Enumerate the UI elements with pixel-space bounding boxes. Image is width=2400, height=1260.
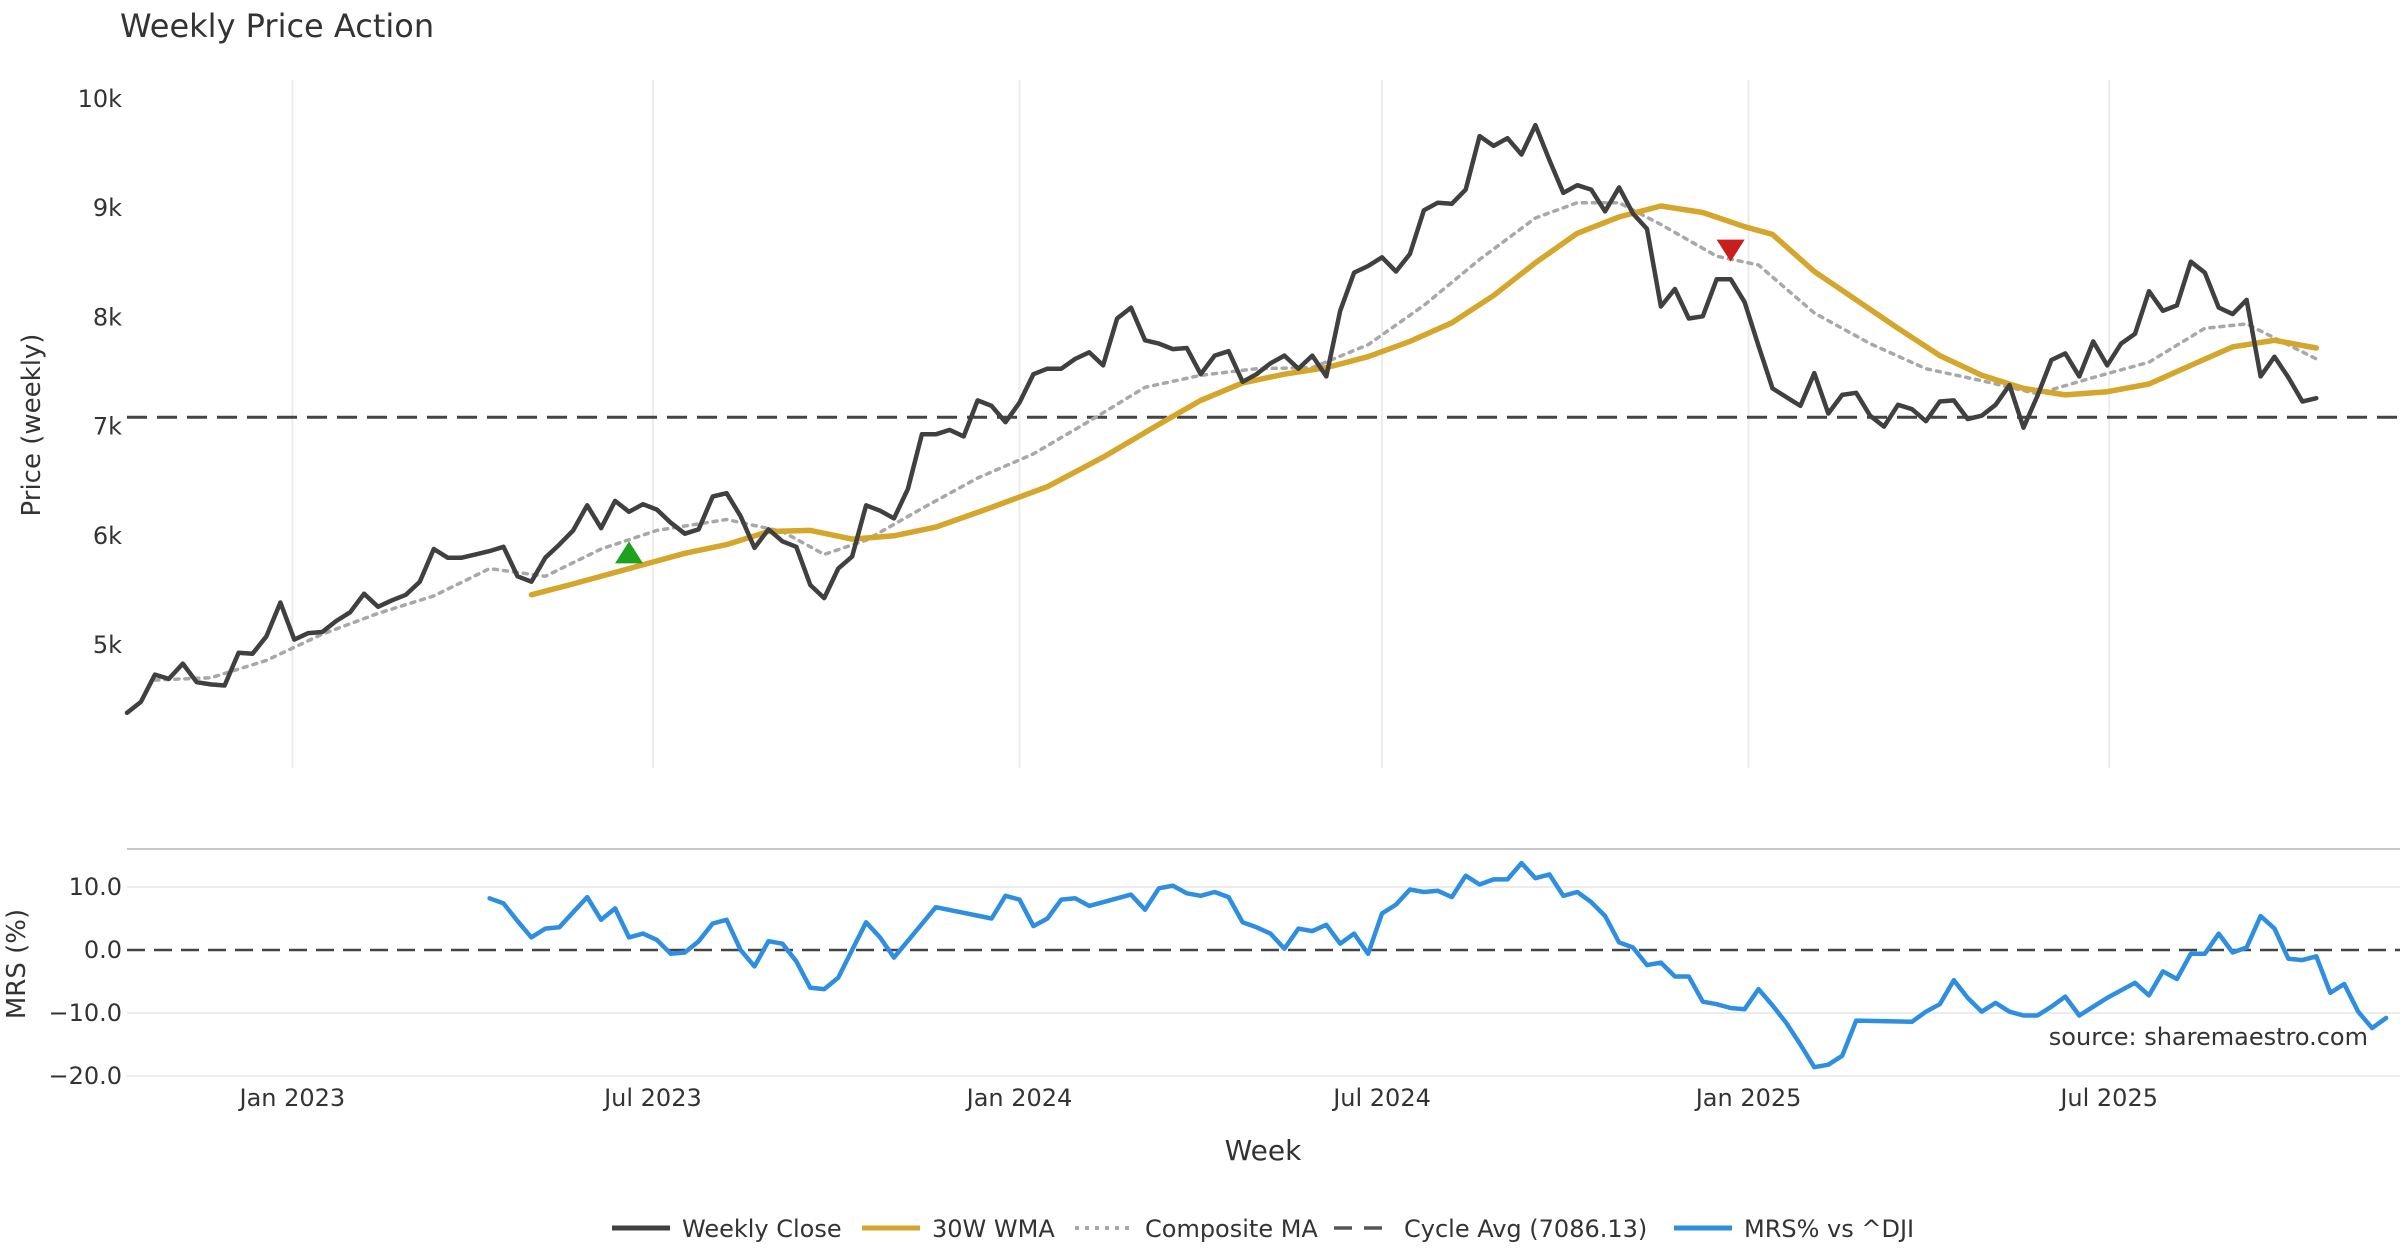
x-tick-label: Jul 2025	[2058, 1084, 2158, 1112]
price-y-tick-label: 8k	[93, 303, 122, 331]
x-tick-label: Jul 2023	[602, 1084, 702, 1112]
price-series	[124, 122, 2320, 716]
x-tick-label: Jan 2023	[237, 1084, 345, 1112]
price-y-tick-label: 5k	[93, 631, 122, 659]
mrs-y-axis-label: MRS (%)	[2, 909, 32, 1019]
weekly-close-line	[124, 122, 2319, 716]
legend-entry-label: Composite MA	[1145, 1215, 1318, 1243]
mrs-y-tick-label: −10.0	[48, 999, 122, 1027]
sell-signal-marker	[1716, 239, 1745, 262]
mrs-y-tick-label: 0.0	[84, 936, 122, 964]
x-tick-label: Jul 2024	[1331, 1084, 1431, 1112]
mrs-y-tick-label: 10.0	[69, 873, 122, 901]
legend-entry-label: 30W WMA	[932, 1215, 1055, 1243]
legend: Weekly Close 30W WMA Composite MA Cycle Avg…	[612, 1215, 1914, 1243]
legend-entry-label: Weekly Close	[682, 1215, 842, 1243]
price-grid	[291, 80, 2111, 768]
price-y-tick-label: 9k	[93, 194, 122, 222]
buy-signal-marker	[615, 541, 644, 564]
mrs-y-ticks: 10.0 0.0 −10.0 −20.0	[48, 873, 122, 1090]
30w-wma-line	[528, 203, 2320, 598]
price-y-ticks: 5k 6k 7k 8k 9k 10k	[78, 85, 123, 659]
x-ticks: Jan 2023 Jul 2023 Jan 2024 Jul 2024 Jan 2025…	[237, 1084, 2157, 1112]
chart-title: Weekly Price Action	[120, 7, 434, 45]
price-y-axis-label: Price (weekly)	[17, 334, 47, 517]
mrs-line	[487, 860, 2389, 1070]
mrs-series	[487, 860, 2389, 1070]
mrs-y-tick-label: −20.0	[48, 1062, 122, 1090]
price-y-tick-label: 6k	[93, 522, 122, 550]
composite-ma-line	[153, 200, 2319, 682]
mrs-grid	[127, 886, 2400, 1077]
signals	[615, 239, 1745, 564]
legend-entry-label: Cycle Avg (7086.13)	[1404, 1215, 1647, 1243]
price-y-tick-label: 10k	[78, 85, 123, 113]
x-tick-label: Jan 2024	[965, 1084, 1073, 1112]
x-axis-label: Week	[1225, 1134, 1302, 1167]
price-y-tick-label: 7k	[93, 413, 122, 441]
x-tick-label: Jan 2025	[1694, 1084, 1802, 1112]
source-note: source: sharemaestro.com	[2049, 1023, 2368, 1051]
legend-entry-label: MRS% vs ^DJI	[1744, 1215, 1914, 1243]
